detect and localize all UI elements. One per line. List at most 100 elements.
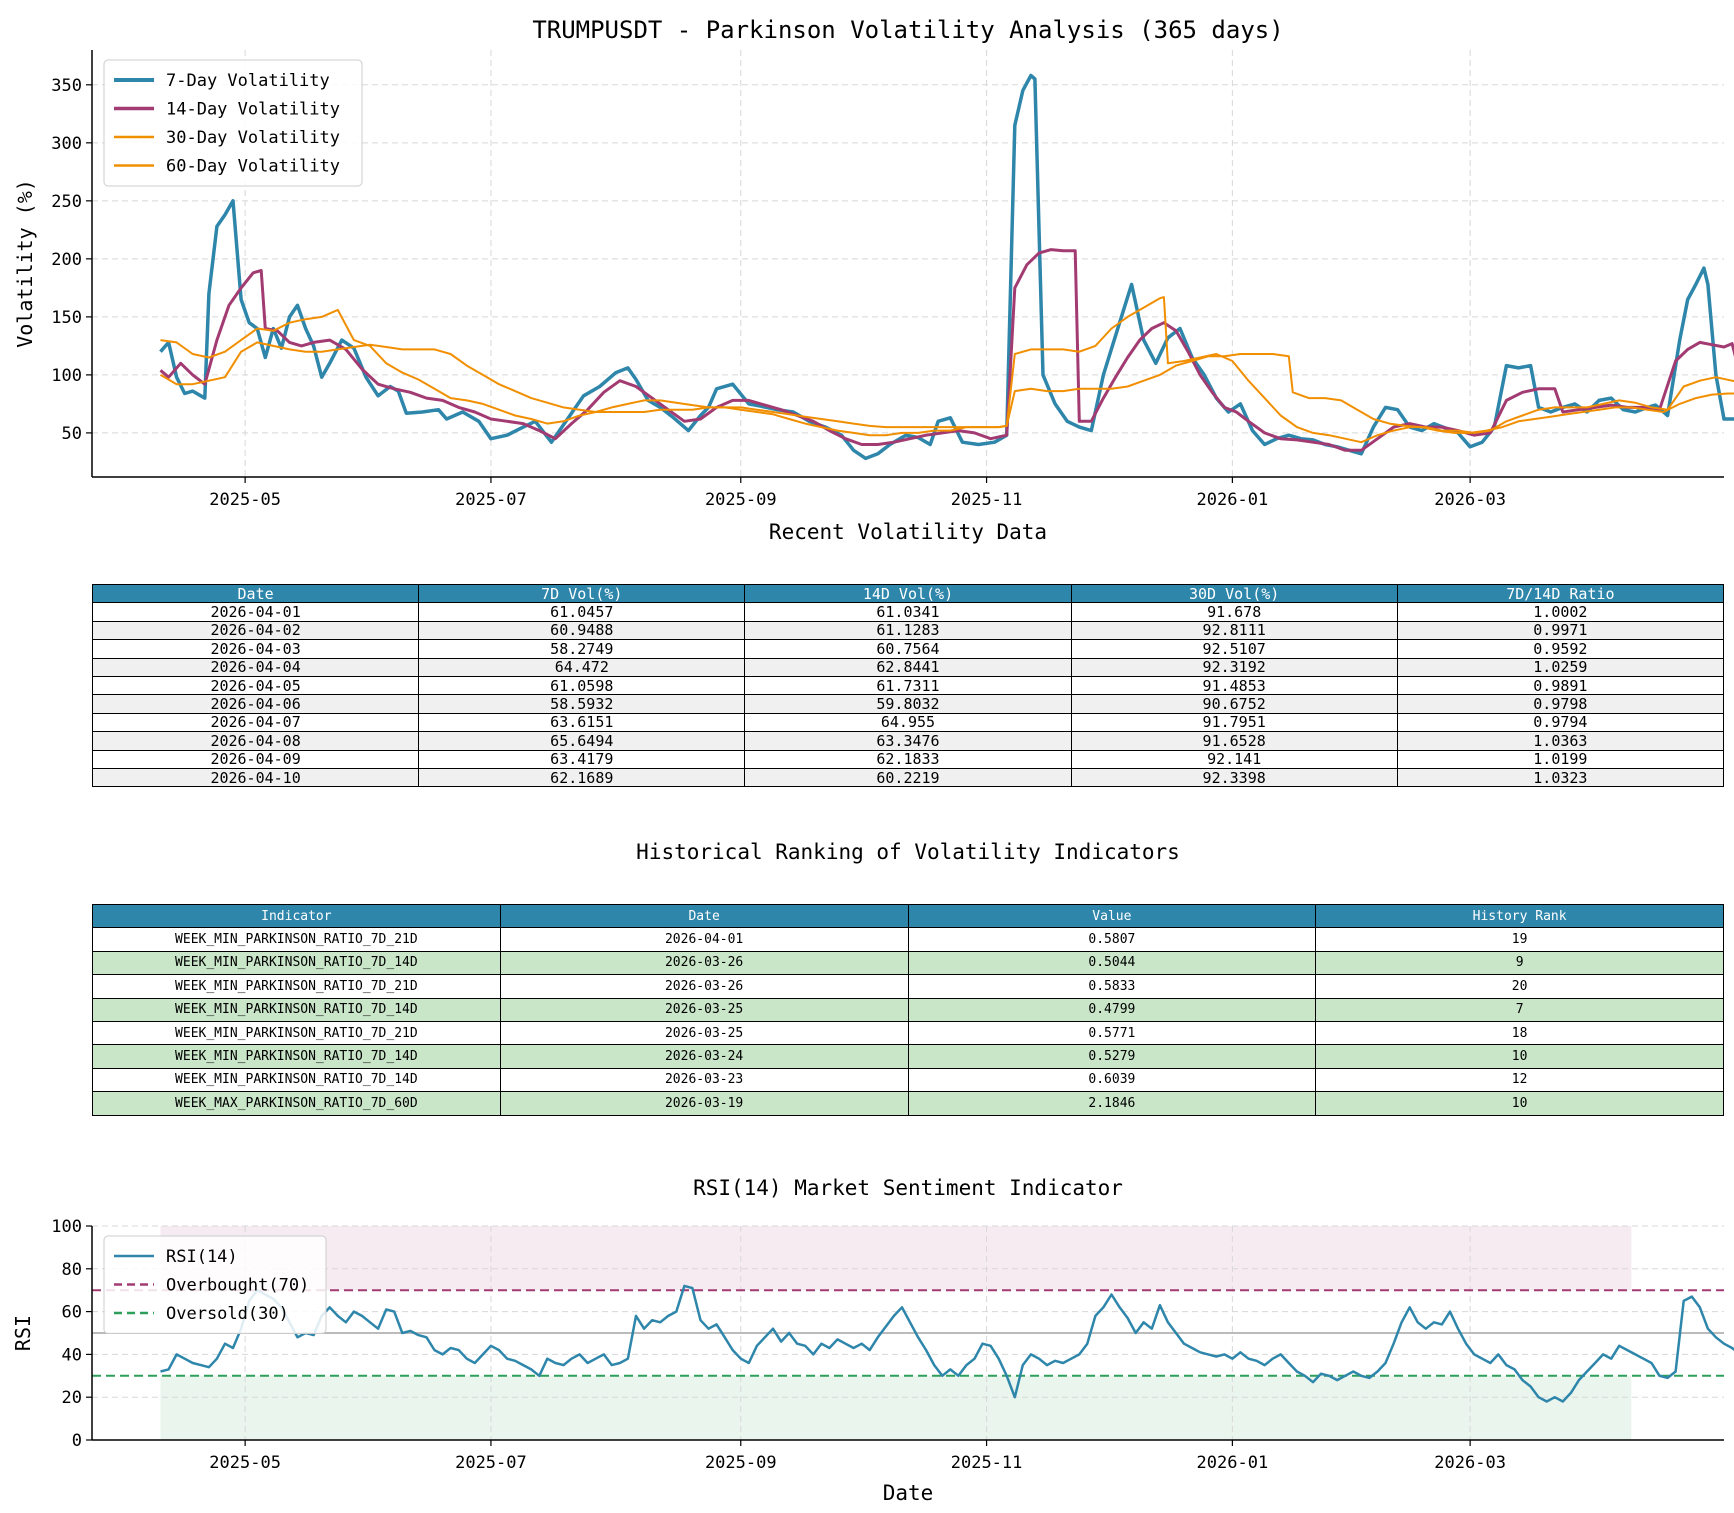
table-cell: 91.6528 bbox=[1070, 731, 1398, 751]
table-cell: WEEK_MIN_PARKINSON_RATIO_7D_14D bbox=[92, 1044, 501, 1069]
volatility-table-row: 2026-04-01 61.0457 61.0341 91.678 1.0002 bbox=[91, 602, 1725, 622]
table-cell: 2026-03-19 bbox=[499, 1091, 909, 1116]
legend: RSI(14) Overbought(70) Oversold(30) bbox=[103, 1235, 327, 1334]
table-cell: 63.6151 bbox=[418, 712, 746, 733]
table-cell: 20 bbox=[1315, 974, 1724, 999]
table-cell: 10 bbox=[1315, 1044, 1724, 1069]
y-tick-label: 300 bbox=[51, 134, 82, 154]
x-axis-label: Date bbox=[883, 1481, 934, 1505]
table-cell: 65.6494 bbox=[418, 731, 746, 751]
chart-title: RSI(14) Market Sentiment Indicator bbox=[693, 1176, 1123, 1200]
ranking-table-title: Historical Ranking of Volatility Indicat… bbox=[636, 840, 1180, 864]
y-axis-label: Volatility (%) bbox=[13, 179, 37, 348]
volatility-chart: 50 100 150 200 250 300 350 2025-05 2025-07 2025-0… bbox=[13, 16, 1734, 510]
table-cell: WEEK_MAX_PARKINSON_RATIO_7D_60D bbox=[92, 1091, 501, 1116]
table-cell: 1.0363 bbox=[1396, 731, 1725, 751]
volatility-table-row: 2026-04-03 58.2749 60.7564 92.5107 0.9592 bbox=[91, 639, 1725, 659]
table-cell: 0.5279 bbox=[907, 1044, 1317, 1069]
table-cell: WEEK_MIN_PARKINSON_RATIO_7D_21D bbox=[92, 1020, 501, 1046]
legend-label: 30-Day Volatility bbox=[166, 128, 340, 148]
table-cell: 92.3398 bbox=[1070, 767, 1398, 788]
volatility-table-row: 2026-04-07 63.6151 64.955 91.7951 0.9794 bbox=[91, 712, 1725, 733]
table-cell: 58.5932 bbox=[418, 694, 746, 714]
table-cell: 1.0259 bbox=[1396, 657, 1725, 677]
table-cell: 0.4799 bbox=[907, 997, 1317, 1022]
table-cell: 2026-04-03 bbox=[91, 639, 420, 659]
table-cell: 2026-04-10 bbox=[91, 767, 420, 788]
table-cell: 2.1846 bbox=[907, 1091, 1317, 1116]
series-line-1 bbox=[159, 73, 1734, 461]
y-tick-label: 0 bbox=[72, 1431, 82, 1451]
ranking-table-row: WEEK_MIN_PARKINSON_RATIO_7D_14D 2026-03-2… bbox=[92, 1044, 1724, 1069]
table-header-cell: 7D/14D Ratio bbox=[1396, 583, 1725, 604]
y-tick-label: 150 bbox=[51, 308, 82, 328]
table-header-cell: History Rank bbox=[1315, 903, 1724, 929]
ranking-table-row: WEEK_MIN_PARKINSON_RATIO_7D_21D 2026-03-2… bbox=[92, 1020, 1724, 1046]
table-cell: 90.6752 bbox=[1070, 694, 1398, 714]
table-cell: WEEK_MIN_PARKINSON_RATIO_7D_14D bbox=[92, 1067, 501, 1093]
ranking-table-row: WEEK_MIN_PARKINSON_RATIO_7D_21D 2026-04-0… bbox=[92, 927, 1724, 952]
table-cell: 0.5771 bbox=[907, 1020, 1317, 1046]
table-cell: 61.0341 bbox=[744, 602, 1072, 622]
table-cell: 59.8032 bbox=[744, 694, 1072, 714]
volatility-table-row: 2026-04-10 62.1689 60.2219 92.3398 1.0323 bbox=[91, 767, 1725, 788]
table-header-cell: 30D Vol(%) bbox=[1070, 583, 1398, 604]
table-cell: 2026-04-09 bbox=[91, 749, 420, 769]
legend-label: Oversold(30) bbox=[166, 1304, 289, 1324]
legend-box bbox=[103, 59, 363, 187]
x-tick-label: 2026-01 bbox=[1197, 490, 1269, 510]
table-cell: 61.0457 bbox=[418, 602, 746, 622]
y-tick-label: 250 bbox=[51, 192, 82, 212]
ranking-table-row: WEEK_MIN_PARKINSON_RATIO_7D_14D 2026-03-2… bbox=[92, 950, 1724, 976]
volatility-table-row: 2026-04-02 60.9488 61.1283 92.8111 0.9971 bbox=[91, 620, 1725, 641]
table-cell: 60.7564 bbox=[744, 639, 1072, 659]
chart-title: TRUMPUSDT - Parkinson Volatility Analysi… bbox=[532, 16, 1283, 44]
table-cell: 2026-04-05 bbox=[91, 675, 420, 696]
table-cell: 10 bbox=[1315, 1091, 1724, 1116]
table-cell: 2026-03-26 bbox=[499, 950, 909, 976]
table-cell: 61.1283 bbox=[744, 620, 1072, 641]
ranking-table-row: WEEK_MIN_PARKINSON_RATIO_7D_21D 2026-03-2… bbox=[92, 974, 1724, 999]
table-header-cell: Value bbox=[907, 903, 1317, 929]
table-cell: 2026-04-01 bbox=[91, 602, 420, 622]
table-cell: 1.0002 bbox=[1396, 602, 1725, 622]
x-tick-label: 2026-03 bbox=[1434, 490, 1506, 510]
x-tick-label: 2025-11 bbox=[951, 490, 1023, 510]
table-cell: 12 bbox=[1315, 1067, 1724, 1093]
table-cell: 2026-03-26 bbox=[499, 974, 909, 999]
table-cell: 92.8111 bbox=[1070, 620, 1398, 641]
table-cell: 0.5807 bbox=[907, 927, 1317, 952]
x-tick-label: 2025-07 bbox=[455, 1453, 527, 1473]
y-tick-label: 80 bbox=[62, 1260, 82, 1280]
volatility-table-row: 2026-04-08 65.6494 63.3476 91.6528 1.0363 bbox=[91, 731, 1725, 751]
ranking-table-row: WEEK_MIN_PARKINSON_RATIO_7D_14D 2026-03-2… bbox=[92, 1067, 1724, 1093]
table-cell: 92.141 bbox=[1070, 749, 1398, 769]
table-cell: WEEK_MIN_PARKINSON_RATIO_7D_21D bbox=[92, 927, 501, 952]
table-cell: 2026-04-02 bbox=[91, 620, 420, 641]
table-cell: 62.1833 bbox=[744, 749, 1072, 769]
table-cell: 0.5833 bbox=[907, 974, 1317, 999]
volatility-table-row: 2026-04-04 64.472 62.8441 92.3192 1.0259 bbox=[91, 657, 1725, 677]
table-cell: 91.4853 bbox=[1070, 675, 1398, 696]
volatility-table-row: 2026-04-09 63.4179 62.1833 92.141 1.0199 bbox=[91, 749, 1725, 769]
table-cell: 62.1689 bbox=[418, 767, 746, 788]
y-tick-label: 50 bbox=[62, 424, 82, 444]
table-cell: 91.7951 bbox=[1070, 712, 1398, 733]
table-cell: 9 bbox=[1315, 950, 1724, 976]
table-cell: WEEK_MIN_PARKINSON_RATIO_7D_21D bbox=[92, 974, 501, 999]
x-tick-label: 2025-09 bbox=[705, 490, 777, 510]
x-tick-label: 2025-07 bbox=[455, 490, 527, 510]
table-cell: 0.9798 bbox=[1396, 694, 1725, 714]
legend-box bbox=[103, 1235, 327, 1334]
table-cell: 64.472 bbox=[418, 657, 746, 677]
table-cell: 61.0598 bbox=[418, 675, 746, 696]
x-tick-label: 2026-01 bbox=[1197, 1453, 1269, 1473]
legend-label: RSI(14) bbox=[166, 1247, 238, 1267]
table-cell: 2026-04-06 bbox=[91, 694, 420, 714]
table-cell: 0.6039 bbox=[907, 1067, 1317, 1093]
table-cell: 0.9891 bbox=[1396, 675, 1725, 696]
shaded-band-0 bbox=[160, 1226, 1632, 1291]
table-header-cell: Date bbox=[499, 903, 909, 929]
x-tick-label: 2025-11 bbox=[951, 1453, 1023, 1473]
table-cell: 60.2219 bbox=[744, 767, 1072, 788]
